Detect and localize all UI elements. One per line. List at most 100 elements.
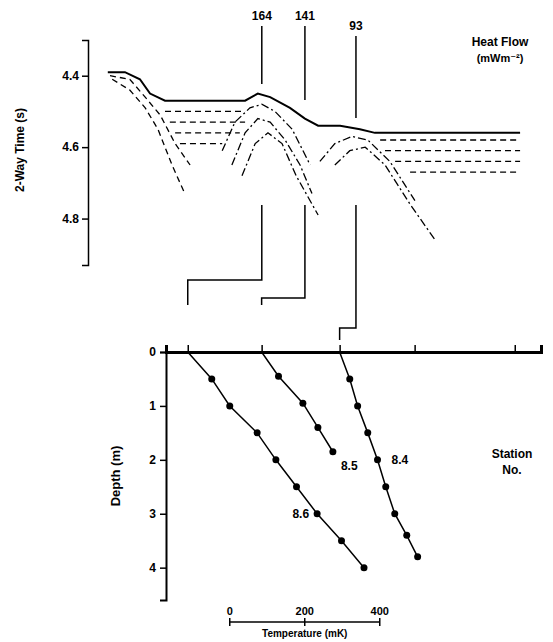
axis-title: 2-Way Time (s) [13, 108, 27, 192]
reflector [165, 111, 245, 112]
series-title: StationNo. [492, 447, 533, 477]
data-point [275, 373, 282, 380]
data-point [226, 402, 233, 409]
data-point [354, 402, 361, 409]
station-marker [261, 26, 263, 84]
tick-label: 0 [149, 345, 156, 359]
heat-flow-value: 141 [295, 9, 315, 23]
reflector [108, 72, 520, 133]
data-point [414, 553, 421, 560]
profiles [188, 352, 421, 571]
heat-flow-value: 164 [252, 9, 272, 23]
tick-mark [82, 218, 88, 220]
y-axis: 4.4 4.6 4.8 [62, 41, 88, 266]
tick-mark [188, 345, 190, 352]
reflector [410, 171, 520, 172]
heat-flow-title: Heat Flow [472, 35, 529, 49]
reflector [112, 79, 185, 193]
tick: 4 [149, 561, 166, 575]
station-marker [304, 26, 306, 100]
tick-mark [379, 618, 381, 626]
data-point [374, 456, 381, 463]
tick-mark [339, 345, 341, 352]
data-point [254, 429, 261, 436]
tick-mark [160, 567, 166, 569]
tick: 4.8 [62, 212, 88, 226]
reflector [180, 143, 222, 144]
reflector [385, 150, 520, 151]
connector [340, 205, 356, 340]
series-label: 8.4 [392, 453, 409, 467]
reflector [320, 136, 415, 200]
scale-bar-title: Temperature (mK) [262, 628, 347, 639]
tick-label: 200 [296, 605, 314, 617]
tick-mark [160, 513, 166, 515]
tick [188, 345, 189, 352]
tick: 2 [149, 453, 166, 467]
tick [515, 345, 516, 352]
data-point [272, 456, 279, 463]
reflector [242, 133, 318, 215]
data-point [391, 510, 398, 517]
scale-bar: 0 200 400 Temperature (mK) [227, 605, 389, 639]
tick-mark [515, 345, 517, 352]
figure: 4.4 4.6 4.8 2-Way Time (s) Heat Flow (mWm⁻²) 1… [0, 0, 553, 642]
reflector [110, 76, 190, 165]
data-point [346, 375, 353, 382]
axis-title: Depth (m) [108, 446, 123, 507]
tick-mark [229, 618, 231, 626]
profile-line [340, 352, 418, 557]
tick [415, 345, 416, 352]
reflector [380, 139, 520, 140]
tick-mark [261, 345, 263, 352]
data-point [208, 375, 215, 382]
tick-mark [82, 75, 88, 77]
data-point [299, 400, 306, 407]
heat-flow-unit: (mWm⁻²) [477, 52, 524, 64]
data-point [364, 429, 371, 436]
data-point [338, 537, 345, 544]
data-point [403, 532, 410, 539]
tick-label: 0 [227, 605, 233, 617]
data-point [329, 448, 336, 455]
tick: 1 [149, 399, 166, 413]
data-point [293, 483, 300, 490]
y-axis: 0 1 2 3 4 [149, 345, 166, 600]
data-point [314, 510, 321, 517]
station-marker [355, 36, 357, 118]
tick-mark [304, 618, 306, 626]
axis-line [167, 345, 542, 353]
profile-line [262, 352, 333, 452]
tick-mark [414, 345, 416, 352]
tick: 3 [149, 507, 166, 521]
series-label: 8.6 [292, 507, 309, 521]
data-point [382, 483, 389, 490]
axis-line [160, 353, 167, 601]
tick-label: 2 [149, 453, 156, 467]
tick: 4.4 [62, 69, 88, 83]
tick-label: 3 [149, 507, 156, 521]
tick: 4.6 [62, 140, 88, 154]
heat-flow-value: 93 [349, 19, 363, 33]
tick-label: 4.6 [62, 140, 79, 154]
tick [262, 345, 263, 352]
tick-label: 400 [371, 605, 389, 617]
connector [262, 205, 305, 305]
tick-mark [160, 406, 166, 408]
connector [188, 205, 262, 305]
tick-label: 1 [149, 399, 156, 413]
series-label: 8.5 [341, 459, 358, 473]
data-point [314, 424, 321, 431]
reflector [232, 119, 312, 194]
tick-mark [160, 352, 166, 354]
profile-lines [108, 72, 520, 240]
tick-mark [160, 460, 166, 462]
tick: 0 [149, 345, 166, 359]
tick-mark [82, 147, 88, 149]
tick-label: 4.8 [62, 212, 79, 226]
tick-label: 4.4 [62, 69, 79, 83]
reflector [395, 161, 520, 162]
tick-label: 4 [149, 561, 156, 575]
data-point [361, 564, 368, 571]
axis-line [82, 41, 89, 266]
